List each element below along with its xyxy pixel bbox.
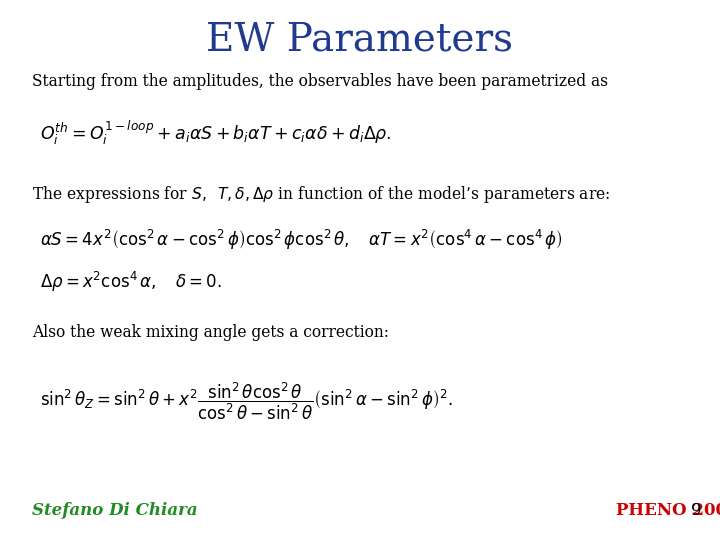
Text: $\sin^2\theta_Z = \sin^2\theta + x^2 \dfrac{\sin^2\theta\cos^2\theta}{\cos^2\the: $\sin^2\theta_Z = \sin^2\theta + x^2 \df… (40, 381, 453, 422)
Text: $\Delta\rho = x^2\cos^4\alpha, \quad \delta = 0.$: $\Delta\rho = x^2\cos^4\alpha, \quad \de… (40, 270, 222, 294)
Text: $O_i^{th} = O_i^{1-loop} + a_i \alpha S + b_i \alpha T + c_i \alpha \delta + d_i: $O_i^{th} = O_i^{1-loop} + a_i \alpha S … (40, 118, 391, 147)
Text: $\alpha S = 4x^2\left(\cos^2\alpha - \cos^2\phi\right)\cos^2\phi\cos^2\theta, \q: $\alpha S = 4x^2\left(\cos^2\alpha - \co… (40, 228, 562, 252)
Text: Stefano Di Chiara: Stefano Di Chiara (32, 503, 198, 519)
Text: Starting from the amplitudes, the observables have been parametrized as: Starting from the amplitudes, the observ… (32, 73, 608, 90)
Text: EW Parameters: EW Parameters (207, 22, 513, 59)
Text: The expressions for $S, \;\; T, \delta, \Delta\rho$ in function of the model’s p: The expressions for $S, \;\; T, \delta, … (32, 184, 611, 205)
Text: PHENO 2008: PHENO 2008 (616, 503, 720, 519)
Text: 9: 9 (691, 503, 702, 519)
Text: Also the weak mixing angle gets a correction:: Also the weak mixing angle gets a correc… (32, 324, 390, 341)
